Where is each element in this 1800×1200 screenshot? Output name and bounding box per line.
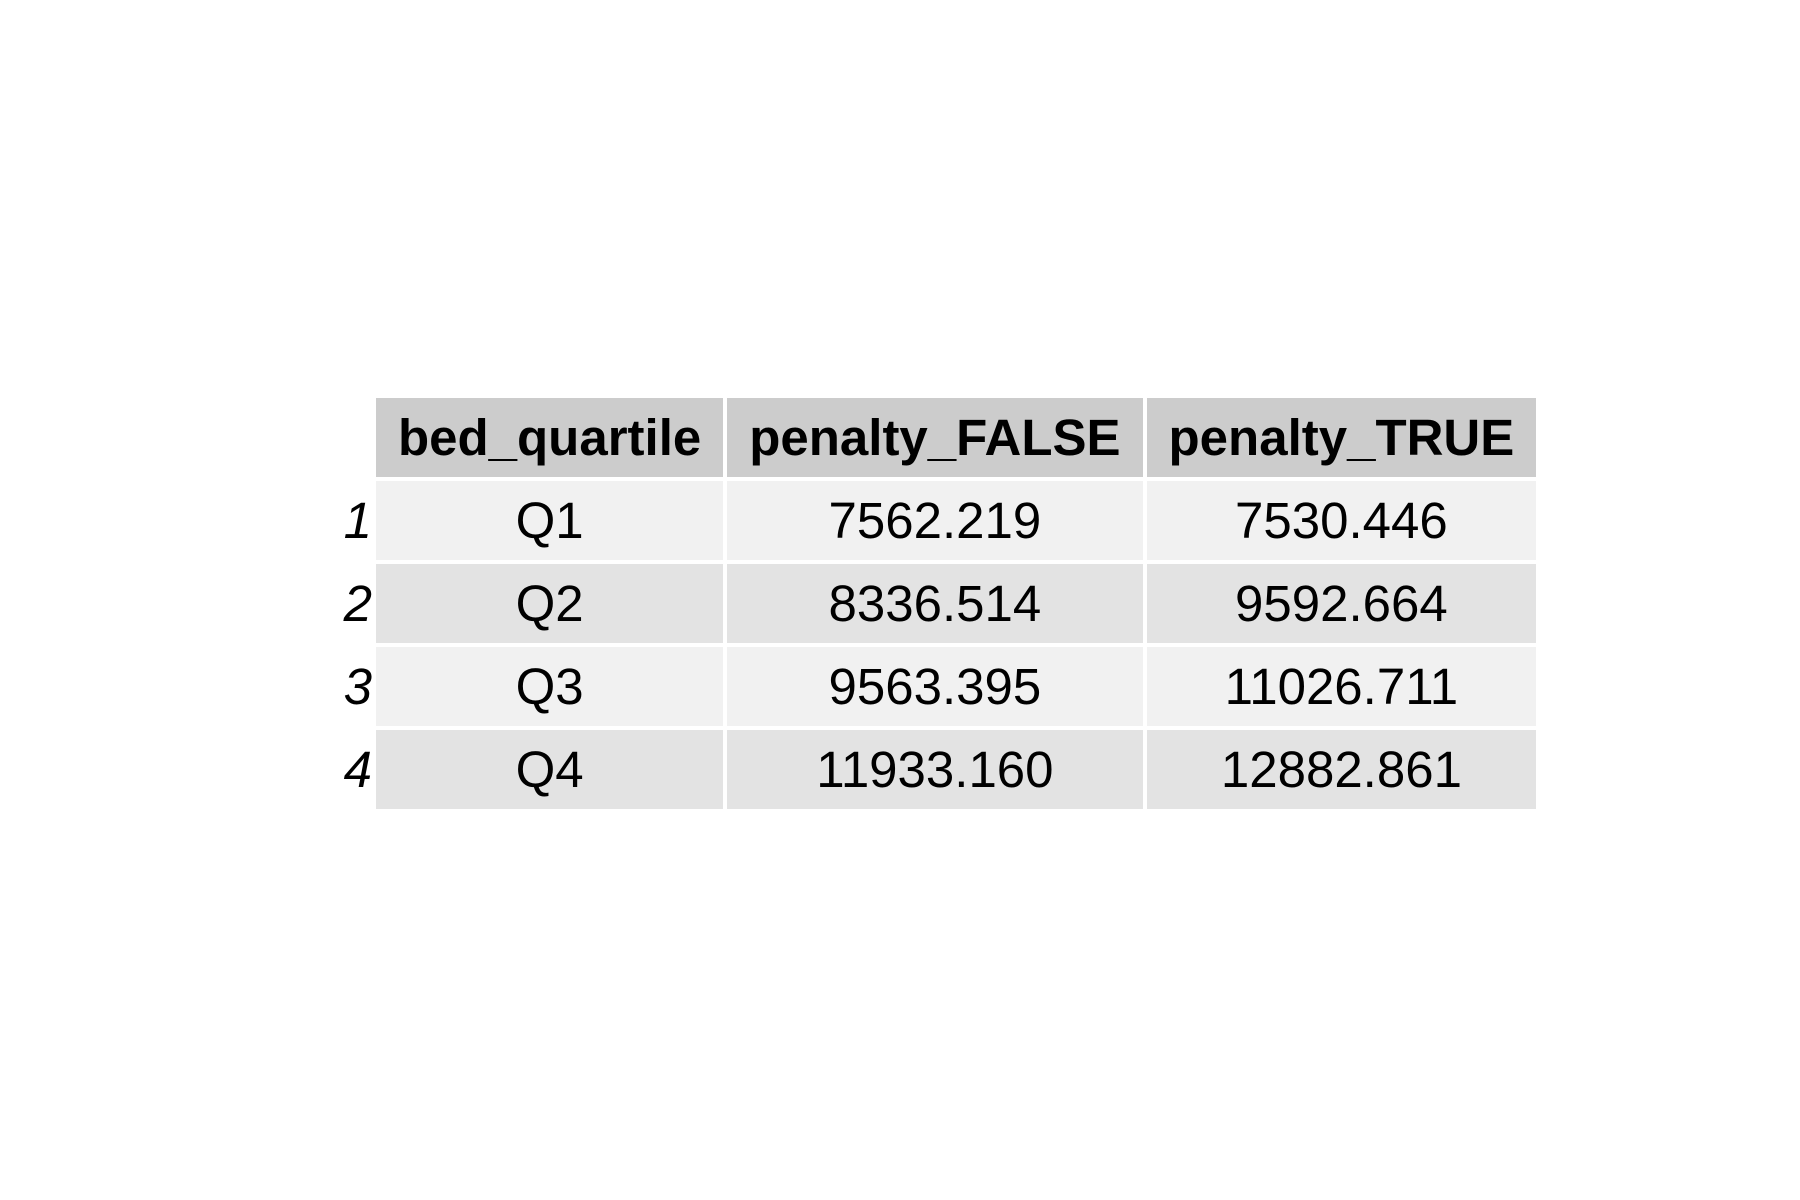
row-name: 4: [343, 741, 372, 798]
table-cell-penalty-false: 8336.514: [727, 564, 1143, 643]
table-cell-penalty-true: 12882.861: [1146, 730, 1537, 809]
table-cell-bed-quartile: Q4: [376, 730, 724, 809]
data-table: bed_quartile penalty_FALSE penalty_TRUE …: [324, 394, 1540, 813]
header-row: bed_quartile penalty_FALSE penalty_TRUE: [328, 398, 1537, 477]
table-cell-penalty-true: 9592.664: [1146, 564, 1537, 643]
row-name: 1: [343, 492, 372, 549]
table-cell-penalty-false: 9563.395: [727, 647, 1143, 726]
table-cell-bed-quartile: Q1: [376, 481, 724, 560]
table-cell-bed-quartile: Q2: [376, 564, 724, 643]
row-name: 3: [343, 658, 372, 715]
corner-cell: [328, 398, 372, 477]
table-row: 3 Q3 9563.395 11026.711: [328, 647, 1537, 726]
table-row: 1 Q1 7562.219 7530.446: [328, 481, 1537, 560]
table-cell-penalty-true: 11026.711: [1146, 647, 1537, 726]
table-cell-penalty-true: 7530.446: [1146, 481, 1537, 560]
column-header-bed-quartile: bed_quartile: [376, 398, 724, 477]
column-header-penalty-true: penalty_TRUE: [1146, 398, 1537, 477]
table-cell-penalty-false: 11933.160: [727, 730, 1143, 809]
table-cell-bed-quartile: Q3: [376, 647, 724, 726]
column-header-penalty-false: penalty_FALSE: [727, 398, 1143, 477]
table-row: 2 Q2 8336.514 9592.664: [328, 564, 1537, 643]
table-cell-penalty-false: 7562.219: [727, 481, 1143, 560]
table-row: 4 Q4 11933.160 12882.861: [328, 730, 1537, 809]
data-table-container: bed_quartile penalty_FALSE penalty_TRUE …: [324, 394, 1540, 813]
row-name: 2: [343, 575, 372, 632]
